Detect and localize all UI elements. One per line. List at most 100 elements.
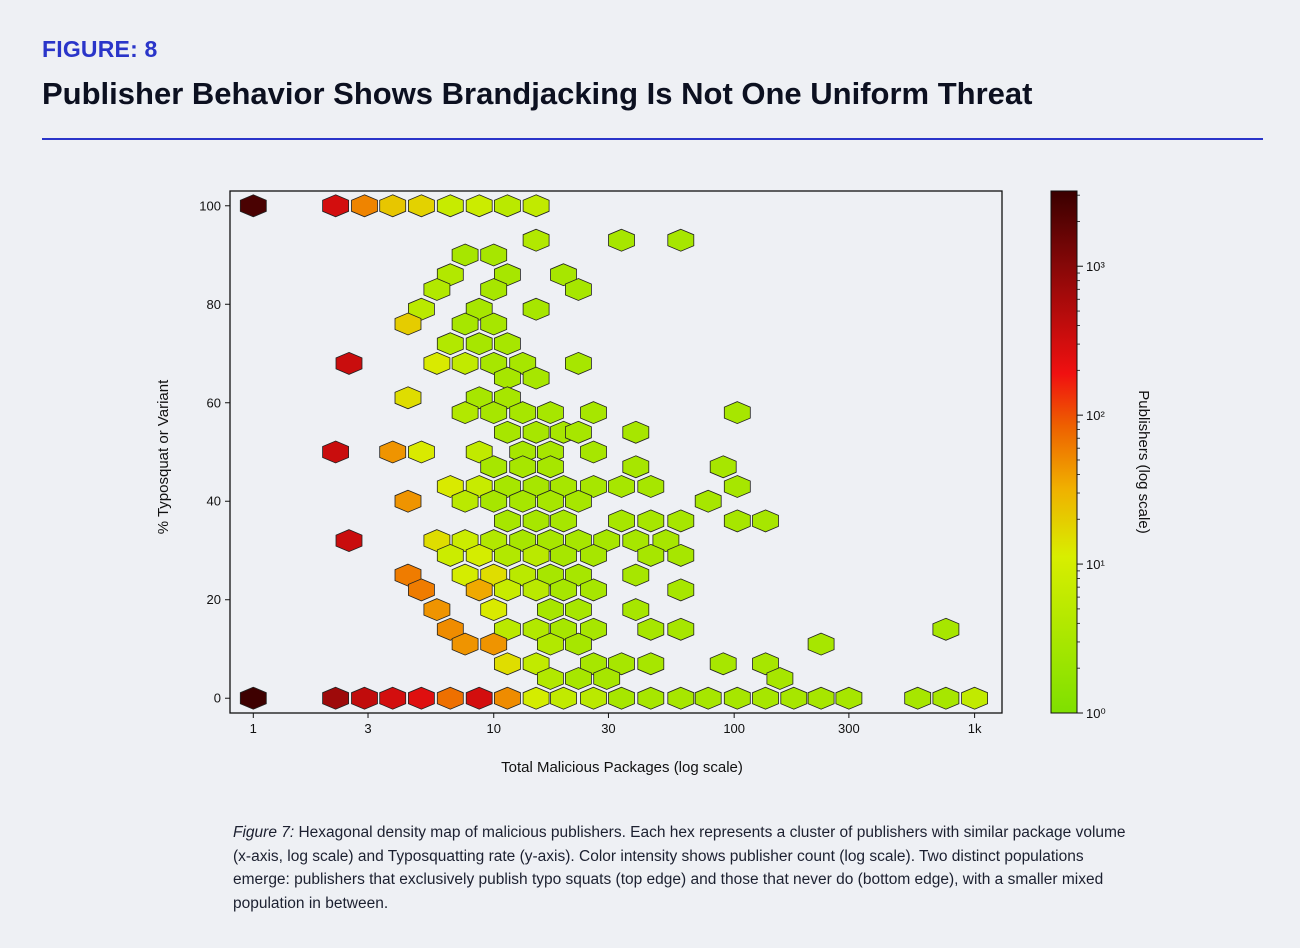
hex-bin <box>637 543 665 567</box>
hex-bin <box>522 194 550 218</box>
hex-bin <box>451 563 479 587</box>
hex-bin <box>565 278 592 301</box>
hex-bin <box>667 686 695 710</box>
hex-bin <box>465 578 493 602</box>
x-tick-label: 1k <box>968 721 982 736</box>
hex-bin <box>379 440 407 464</box>
hex-bin <box>436 543 464 567</box>
hex-bin <box>335 529 363 553</box>
hex-bin <box>580 475 607 498</box>
hex-bin <box>493 386 521 410</box>
hex-bin <box>637 617 665 641</box>
x-tick-label: 30 <box>601 721 615 736</box>
y-axis-ticks: 0 20 40 60 80 100 <box>199 198 230 706</box>
hex-bin <box>622 455 650 479</box>
y-tick-label: 100 <box>199 198 221 213</box>
hex-bin <box>593 667 621 690</box>
y-tick-label: 60 <box>207 395 221 410</box>
hex-bin <box>509 455 537 479</box>
hex-bin <box>580 617 607 641</box>
hex-bin <box>480 529 508 553</box>
hex-bin <box>835 686 863 710</box>
hex-bin <box>480 455 508 479</box>
hex-bin <box>493 332 521 356</box>
x-tick-label: 1 <box>250 721 257 736</box>
hex-bin <box>451 632 479 656</box>
hex-bin <box>465 332 493 356</box>
hex-bin <box>493 617 521 641</box>
hex-bin <box>465 475 493 498</box>
y-tick-label: 20 <box>207 592 221 607</box>
title-divider <box>42 138 1263 140</box>
caption-text: Hexagonal density map of malicious publi… <box>233 824 1126 912</box>
hex-bin <box>608 228 635 252</box>
hex-bin <box>480 278 508 301</box>
hex-bin <box>608 475 635 498</box>
hex-bin <box>522 617 550 641</box>
hex-bin <box>537 667 564 690</box>
hex-bin <box>780 686 808 710</box>
hex-bin <box>493 475 521 498</box>
hex-bin <box>423 598 451 622</box>
hex-bin <box>480 312 508 336</box>
hex-bin <box>932 686 960 710</box>
hex-bin <box>522 578 550 602</box>
hex-bin <box>752 652 779 676</box>
hex-bin <box>480 563 508 587</box>
hex-bin <box>493 686 521 710</box>
hex-bin <box>394 386 422 410</box>
hex-bin <box>537 489 564 513</box>
hex-bin <box>723 686 751 710</box>
hex-bin <box>322 440 350 464</box>
colorbar <box>1050 190 1078 714</box>
hex-bin <box>522 652 550 676</box>
hex-bin <box>480 243 508 267</box>
hex-bin <box>580 578 607 602</box>
hex-bin <box>550 263 577 287</box>
hex-bin <box>709 652 737 676</box>
hex-bin <box>723 509 751 533</box>
hex-bin <box>322 194 350 218</box>
hex-bin <box>622 420 650 444</box>
hex-bin <box>465 686 493 710</box>
hex-bin <box>451 489 479 513</box>
hex-bin <box>493 509 521 533</box>
hex-bin <box>580 543 607 567</box>
hex-bin <box>637 652 665 676</box>
y-tick-label: 80 <box>207 297 221 312</box>
hex-bin <box>493 578 521 602</box>
hex-bin <box>379 686 407 710</box>
hex-bin <box>550 578 577 602</box>
x-tick-label: 300 <box>838 721 860 736</box>
hex-bin <box>493 652 521 676</box>
hex-bin <box>436 475 464 498</box>
hex-bin <box>565 489 592 513</box>
hex-bin <box>565 420 592 444</box>
hex-bin <box>379 194 407 218</box>
hex-bin <box>522 228 550 252</box>
hex-bin <box>451 243 479 267</box>
hex-bin <box>509 489 537 513</box>
y-tick-label: 40 <box>207 494 221 509</box>
hex-bin <box>423 351 451 375</box>
hex-bin <box>522 420 550 444</box>
hex-bin <box>550 509 577 533</box>
hex-bin <box>465 194 493 218</box>
hex-bin <box>493 420 521 444</box>
hex-bin <box>723 401 751 425</box>
hex-bin <box>652 529 680 553</box>
hex-bin <box>550 543 577 567</box>
hex-bin <box>565 598 592 622</box>
hex-bin <box>537 455 564 479</box>
hex-bin <box>580 440 607 464</box>
hex-bin <box>667 578 695 602</box>
x-axis-ticks: 1 3 10 30 100 300 1k <box>250 713 982 736</box>
hex-bin <box>667 228 695 252</box>
hex-bin <box>637 509 665 533</box>
colorbar-tick-label: 10⁰ <box>1086 706 1106 721</box>
hex-bin <box>580 686 607 710</box>
hex-bin <box>667 617 695 641</box>
hex-bin <box>709 455 737 479</box>
hex-bin <box>667 509 695 533</box>
hex-bin <box>239 194 267 218</box>
